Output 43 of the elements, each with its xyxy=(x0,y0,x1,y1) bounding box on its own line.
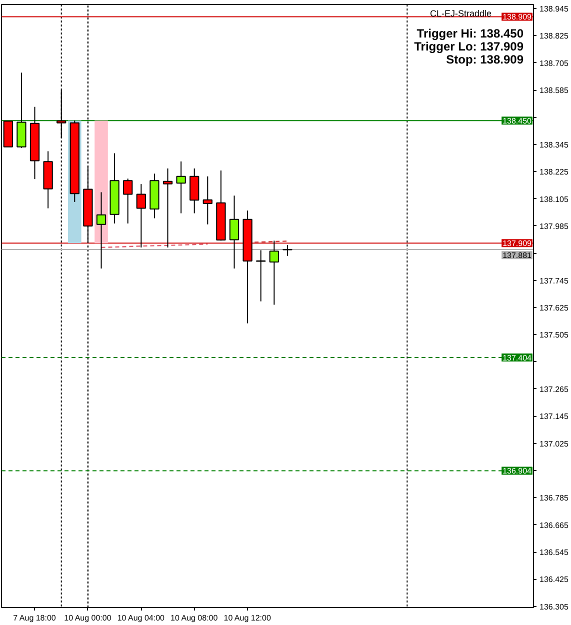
y-tick-label: 136.545 xyxy=(540,548,569,558)
y-tick-label: 138.705 xyxy=(540,58,569,68)
y-tick-label: 138.825 xyxy=(540,32,569,41)
y-tick-label: 136.665 xyxy=(540,520,569,530)
ref-line-label: 137.404 xyxy=(502,354,532,363)
candlestick xyxy=(176,160,186,214)
annotation: Trigger Hi: 138.450 xyxy=(416,26,524,40)
y-tick-label: 138.945 xyxy=(540,4,569,14)
y-tick-label: 137.745 xyxy=(540,276,569,286)
y-tick-label: 137.265 xyxy=(540,384,569,394)
x-tick-label: 10 Aug 04:00 xyxy=(117,614,166,622)
y-tick-label: 136.425 xyxy=(540,575,569,584)
candlestick xyxy=(123,178,133,224)
y-tick-label: 138.105 xyxy=(540,194,569,204)
candlestick xyxy=(256,250,266,302)
candlestick xyxy=(202,176,212,225)
y-tick-label: 137.025 xyxy=(540,439,569,448)
annotation: Stop: 138.909 xyxy=(446,52,524,66)
y-tick-label: 137.145 xyxy=(540,412,569,422)
ref-line-label: 138.909 xyxy=(502,12,532,22)
text: CL-EJ-Straddle xyxy=(430,8,492,18)
candlestick xyxy=(136,184,146,248)
ref-line-label: 137.881 xyxy=(502,251,532,260)
x-tick-label: 10 Aug 00:00 xyxy=(64,614,112,622)
annotation: Trigger Lo: 137.909 xyxy=(414,40,524,54)
y-tick-label: 137.625 xyxy=(540,303,569,312)
x-tick-label: 10 Aug 08:00 xyxy=(170,614,218,622)
candlestick xyxy=(162,168,173,248)
candlestick xyxy=(229,195,240,270)
candlestick xyxy=(269,240,279,306)
y-tick-label: 137.985 xyxy=(540,222,569,231)
x-tick-label: 10 Aug 12:00 xyxy=(224,614,272,622)
y-tick-label: 138.225 xyxy=(540,168,569,177)
y-tick-label: 136.305 xyxy=(540,602,569,612)
y-tick-label: 138.585 xyxy=(540,86,569,96)
x-tick-label: 7 Aug 18:00 xyxy=(13,614,56,622)
ref-line-label: 137.909 xyxy=(502,239,532,248)
ref-line-label: 136.904 xyxy=(502,466,532,476)
ref-line-label: 138.450 xyxy=(502,116,532,126)
candlestick xyxy=(190,168,200,214)
y-tick-label: 136.785 xyxy=(540,494,569,503)
y-tick-label: 137.505 xyxy=(540,330,569,340)
y-tick-label: 138.345 xyxy=(540,140,569,150)
